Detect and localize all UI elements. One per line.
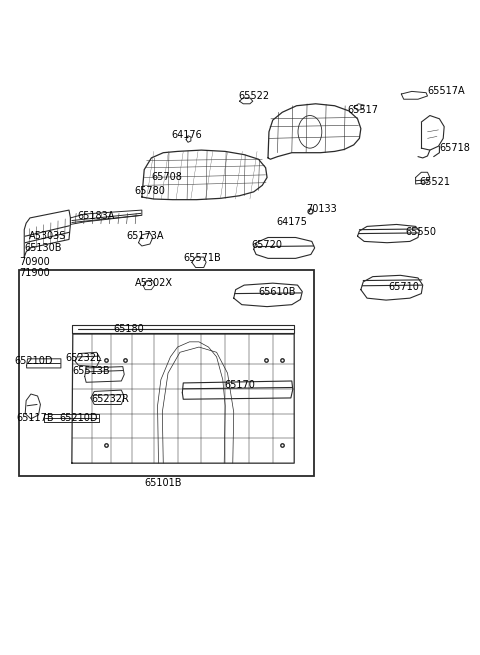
- Text: 65610B: 65610B: [259, 288, 296, 297]
- Text: 65708: 65708: [152, 172, 182, 183]
- Text: 65210D: 65210D: [14, 356, 53, 366]
- Bar: [20, 270, 314, 476]
- Text: 65780: 65780: [134, 185, 166, 196]
- Text: 65170: 65170: [224, 380, 255, 390]
- Text: 64175: 64175: [276, 217, 307, 227]
- Text: 70900: 70900: [19, 257, 50, 267]
- Text: 64176: 64176: [172, 130, 203, 140]
- Text: 71900: 71900: [19, 269, 50, 278]
- Text: 65117B: 65117B: [17, 413, 55, 422]
- Text: 65183A: 65183A: [77, 211, 114, 221]
- Text: 70133: 70133: [306, 204, 336, 214]
- Text: 65517A: 65517A: [428, 86, 465, 96]
- Text: 65517: 65517: [348, 105, 379, 115]
- Text: 65173A: 65173A: [126, 231, 164, 241]
- Text: 65232R: 65232R: [91, 394, 129, 404]
- Text: 65513B: 65513B: [72, 366, 110, 376]
- Text: 65522: 65522: [238, 91, 269, 101]
- Text: 65571B: 65571B: [183, 253, 221, 263]
- Text: 65521: 65521: [420, 177, 450, 187]
- Text: 65210D: 65210D: [59, 413, 98, 422]
- Text: 65180: 65180: [114, 324, 144, 334]
- Text: 65130B: 65130B: [24, 243, 62, 253]
- Text: 65718: 65718: [439, 143, 470, 153]
- Text: 65101B: 65101B: [144, 477, 182, 488]
- Text: 65710: 65710: [388, 282, 419, 292]
- Text: A5302X: A5302X: [135, 278, 173, 288]
- Text: 65232L: 65232L: [65, 353, 102, 363]
- Text: 65720: 65720: [252, 240, 283, 250]
- Text: 65550: 65550: [405, 227, 436, 237]
- Text: A5303S: A5303S: [29, 231, 67, 241]
